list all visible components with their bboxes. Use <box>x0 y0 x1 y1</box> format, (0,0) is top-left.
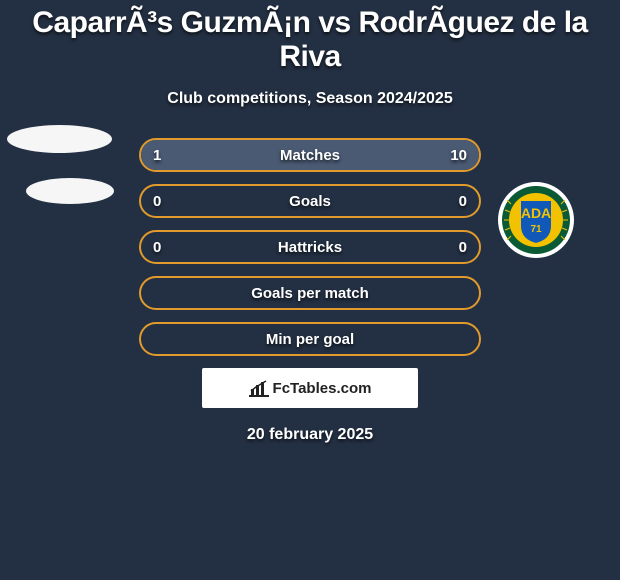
stat-bar: Goals per match <box>139 276 481 310</box>
page-subtitle: Club competitions, Season 2024/2025 <box>0 90 620 108</box>
comparison-infographic: CaparrÃ³s GuzmÃ¡n vs RodrÃ­guez de la Ri… <box>0 0 620 580</box>
stat-bar: Min per goal <box>139 322 481 356</box>
stat-label: Min per goal <box>266 331 354 348</box>
stat-label: Goals per match <box>251 285 369 302</box>
stat-row: Goals per match <box>0 276 620 310</box>
stat-row: Min per goal <box>0 322 620 356</box>
right-team-badge: ADA 71 <box>498 182 574 258</box>
stat-left-value: 0 <box>153 239 161 256</box>
svg-text:ADA: ADA <box>521 205 551 221</box>
svg-text:71: 71 <box>530 224 542 235</box>
club-badge-svg: ADA 71 <box>498 182 574 258</box>
stat-bar: 1 10 Matches <box>139 138 481 172</box>
stat-left-value: 0 <box>153 193 161 210</box>
team-placeholder-ellipse <box>7 125 112 153</box>
team-placeholder-ellipse <box>26 178 114 204</box>
stat-left-value: 1 <box>153 147 161 164</box>
brand-text: FcTables.com <box>273 380 372 397</box>
page-title: CaparrÃ³s GuzmÃ¡n vs RodrÃ­guez de la Ri… <box>0 0 620 74</box>
stat-right-value: 0 <box>459 239 467 256</box>
stat-right-value: 0 <box>459 193 467 210</box>
stat-label: Hattricks <box>278 239 342 256</box>
stat-label: Goals <box>289 193 331 210</box>
chart-icon <box>249 379 269 397</box>
stat-bar: 0 0 Hattricks <box>139 230 481 264</box>
stat-right-value: 10 <box>450 147 467 164</box>
stat-label: Matches <box>280 147 340 164</box>
stat-bar: 0 0 Goals <box>139 184 481 218</box>
date-text: 20 february 2025 <box>0 426 620 444</box>
brand-box: FcTables.com <box>202 368 418 408</box>
